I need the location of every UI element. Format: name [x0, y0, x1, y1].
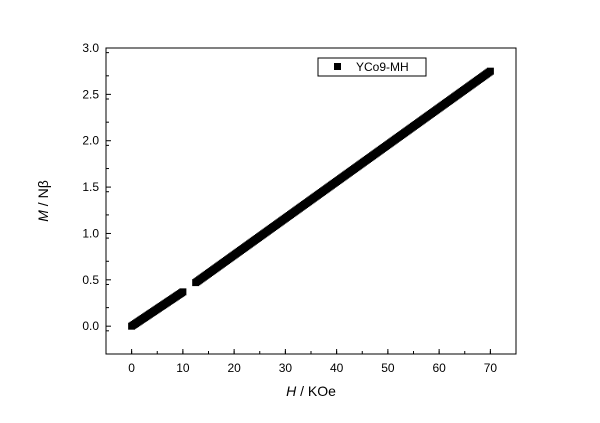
legend-marker-square — [334, 63, 341, 70]
data-series-ycog-mh — [128, 67, 494, 330]
x-axis-label-unit: / KOe — [296, 383, 336, 399]
x-tick-label: 0 — [128, 361, 135, 375]
data-point — [179, 288, 187, 296]
x-axis-label: H / KOe — [286, 383, 336, 399]
x-tick-label: 60 — [432, 361, 446, 375]
x-tick-label: 40 — [330, 361, 344, 375]
y-axis-label-symbol: M — [35, 210, 51, 222]
x-axis-label-symbol: H — [286, 383, 297, 399]
y-tick-label: 3.0 — [82, 41, 99, 55]
y-tick-label: 2.0 — [82, 134, 99, 148]
y-axis-ticks: 0.0 0.5 1.0 1.5 2.0 2.5 3.0 — [82, 41, 111, 355]
x-tick-label: 50 — [381, 361, 395, 375]
y-tick-label: 0.5 — [82, 273, 99, 287]
y-tick-label: 1.0 — [82, 226, 99, 240]
x-axis-ticks: 0 10 20 30 40 50 60 70 — [105, 349, 517, 375]
y-axis-label: M / Nβ — [35, 180, 51, 222]
y-tick-label: 0.0 — [82, 319, 99, 333]
legend: YCo9-MH — [317, 57, 427, 77]
legend-box — [317, 57, 427, 77]
x-tick-label: 70 — [484, 361, 498, 375]
x-tick-label: 30 — [279, 361, 293, 375]
data-point — [486, 67, 494, 75]
x-tick-label: 20 — [227, 361, 241, 375]
x-tick-label: 10 — [176, 361, 190, 375]
y-tick-label: 1.5 — [82, 180, 99, 194]
y-tick-label: 2.5 — [82, 87, 99, 101]
y-axis-label-unit: / Nβ — [35, 180, 51, 210]
legend-label: YCo9-MH — [356, 60, 409, 74]
